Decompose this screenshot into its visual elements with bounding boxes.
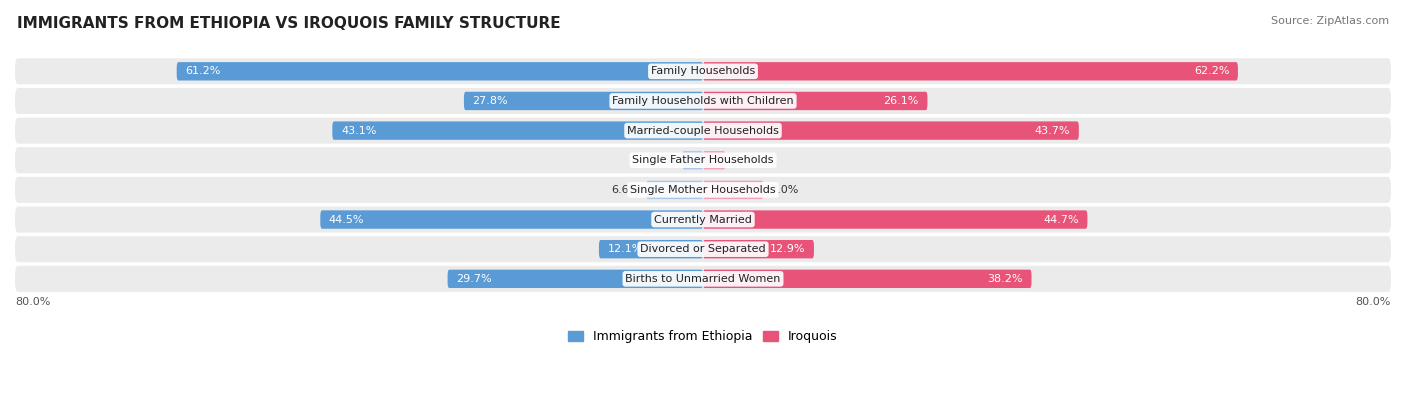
FancyBboxPatch shape xyxy=(15,177,1391,203)
FancyBboxPatch shape xyxy=(15,147,1391,173)
Text: 44.7%: 44.7% xyxy=(1043,214,1078,224)
Text: 80.0%: 80.0% xyxy=(1355,297,1391,307)
FancyBboxPatch shape xyxy=(703,240,814,258)
FancyBboxPatch shape xyxy=(703,181,763,199)
Text: 2.4%: 2.4% xyxy=(647,155,675,165)
FancyBboxPatch shape xyxy=(599,240,703,258)
Text: Married-couple Households: Married-couple Households xyxy=(627,126,779,135)
FancyBboxPatch shape xyxy=(332,121,703,140)
FancyBboxPatch shape xyxy=(703,92,928,110)
Text: 43.1%: 43.1% xyxy=(340,126,377,135)
FancyBboxPatch shape xyxy=(703,211,1087,229)
Text: 61.2%: 61.2% xyxy=(186,66,221,76)
Text: 80.0%: 80.0% xyxy=(15,297,51,307)
FancyBboxPatch shape xyxy=(703,151,725,169)
FancyBboxPatch shape xyxy=(703,62,1237,81)
Text: Single Mother Households: Single Mother Households xyxy=(630,185,776,195)
FancyBboxPatch shape xyxy=(703,121,1078,140)
Text: 7.0%: 7.0% xyxy=(770,185,799,195)
Text: 43.7%: 43.7% xyxy=(1035,126,1070,135)
FancyBboxPatch shape xyxy=(682,151,703,169)
Text: Family Households: Family Households xyxy=(651,66,755,76)
FancyBboxPatch shape xyxy=(177,62,703,81)
FancyBboxPatch shape xyxy=(321,211,703,229)
Text: Divorced or Separated: Divorced or Separated xyxy=(640,244,766,254)
Text: 6.6%: 6.6% xyxy=(612,185,640,195)
FancyBboxPatch shape xyxy=(15,266,1391,292)
FancyBboxPatch shape xyxy=(447,270,703,288)
Text: IMMIGRANTS FROM ETHIOPIA VS IROQUOIS FAMILY STRUCTURE: IMMIGRANTS FROM ETHIOPIA VS IROQUOIS FAM… xyxy=(17,16,561,31)
Text: 12.1%: 12.1% xyxy=(607,244,643,254)
FancyBboxPatch shape xyxy=(464,92,703,110)
Text: 2.6%: 2.6% xyxy=(733,155,761,165)
FancyBboxPatch shape xyxy=(15,58,1391,85)
FancyBboxPatch shape xyxy=(15,88,1391,114)
Text: Family Households with Children: Family Households with Children xyxy=(612,96,794,106)
Text: 29.7%: 29.7% xyxy=(456,274,492,284)
FancyBboxPatch shape xyxy=(15,236,1391,262)
FancyBboxPatch shape xyxy=(15,207,1391,233)
Text: Single Father Households: Single Father Households xyxy=(633,155,773,165)
FancyBboxPatch shape xyxy=(703,270,1032,288)
Text: 38.2%: 38.2% xyxy=(987,274,1024,284)
Text: Births to Unmarried Women: Births to Unmarried Women xyxy=(626,274,780,284)
FancyBboxPatch shape xyxy=(15,118,1391,144)
Text: Currently Married: Currently Married xyxy=(654,214,752,224)
FancyBboxPatch shape xyxy=(647,181,703,199)
Text: 26.1%: 26.1% xyxy=(883,96,920,106)
Text: Source: ZipAtlas.com: Source: ZipAtlas.com xyxy=(1271,16,1389,26)
Text: 44.5%: 44.5% xyxy=(329,214,364,224)
Text: 12.9%: 12.9% xyxy=(770,244,806,254)
Legend: Immigrants from Ethiopia, Iroquois: Immigrants from Ethiopia, Iroquois xyxy=(564,325,842,348)
Text: 62.2%: 62.2% xyxy=(1194,66,1229,76)
Text: 27.8%: 27.8% xyxy=(472,96,508,106)
